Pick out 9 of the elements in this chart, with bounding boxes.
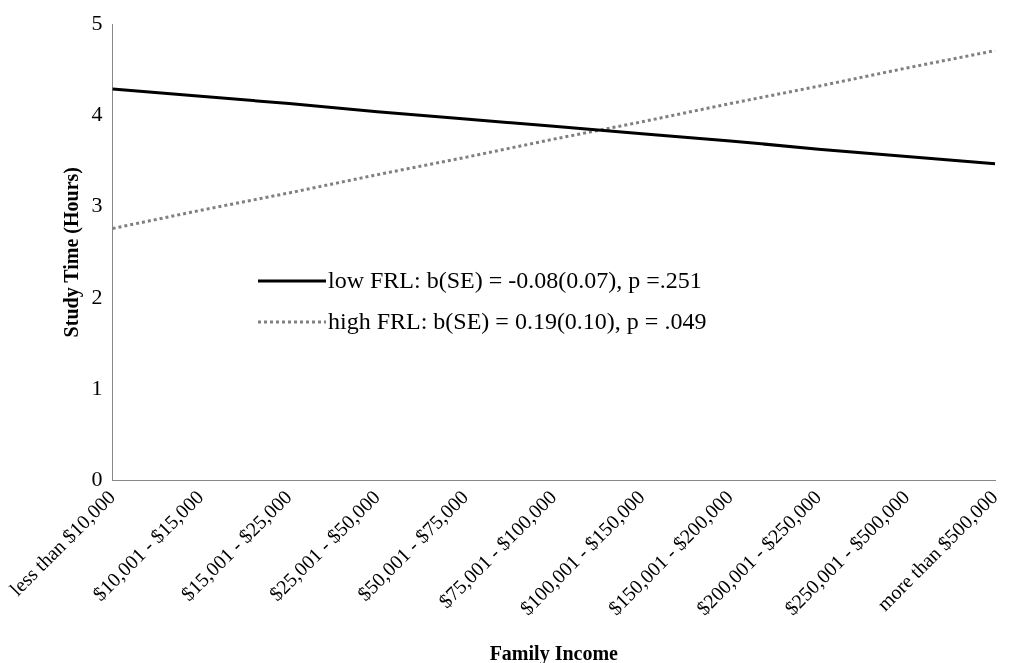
legend-label: low FRL: b(SE) = -0.08(0.07), p =.251 [328,266,702,295]
y-axis-title: Study Time (Hours) [59,166,83,338]
y-tick-label: 3 [91,192,103,218]
y-tick-label: 4 [91,101,103,127]
y-tick-label: 2 [91,283,103,309]
y-tick-label: 0 [91,465,103,491]
y-tick-label: 5 [91,9,103,35]
legend-label: high FRL: b(SE) = 0.19(0.10), p = .049 [328,307,707,336]
y-tick-label: 1 [91,374,103,400]
